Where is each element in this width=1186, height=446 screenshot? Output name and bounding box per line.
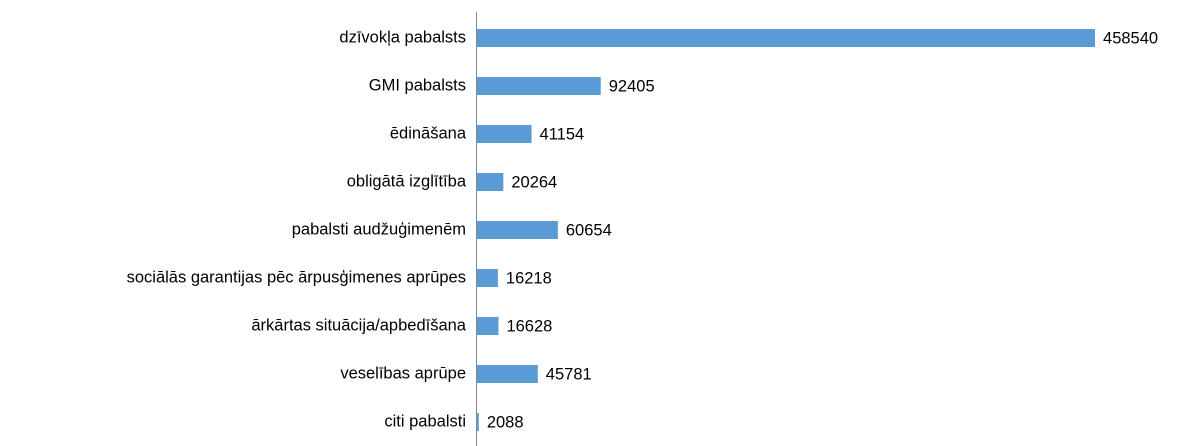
y-tick-label: obligātā izglītība [347, 172, 467, 190]
data-label: 60654 [566, 221, 612, 239]
bar [476, 29, 1096, 47]
bar [476, 413, 479, 431]
bar [476, 173, 504, 191]
y-tick-label: ārkārtas situācija/apbedīšana [251, 316, 466, 334]
y-tick-label: pabalsti audžuģimenēm [292, 220, 466, 238]
bar [476, 365, 538, 383]
bar [476, 317, 499, 335]
data-label: 16628 [506, 317, 552, 335]
y-tick-label: citi pabalsti [384, 412, 466, 430]
y-tick-label: GMI pabalsts [369, 76, 466, 94]
data-label: 2088 [487, 413, 524, 431]
y-tick-label: sociālās garantijas pēc ārpusģimenes apr… [127, 268, 466, 286]
bar [476, 269, 498, 287]
data-label: 45781 [546, 365, 592, 383]
data-label: 16218 [506, 269, 552, 287]
bar [476, 221, 558, 239]
data-label: 458540 [1103, 29, 1158, 47]
y-tick-label: dzīvokļa pabalsts [339, 28, 466, 46]
data-label: 92405 [609, 77, 655, 95]
bar [476, 77, 601, 95]
data-label: 20264 [511, 173, 557, 191]
y-tick-label: veselības aprūpe [340, 364, 466, 382]
bar [476, 125, 532, 143]
y-tick-label: ēdināšana [390, 124, 467, 142]
data-label: 41154 [540, 125, 585, 143]
